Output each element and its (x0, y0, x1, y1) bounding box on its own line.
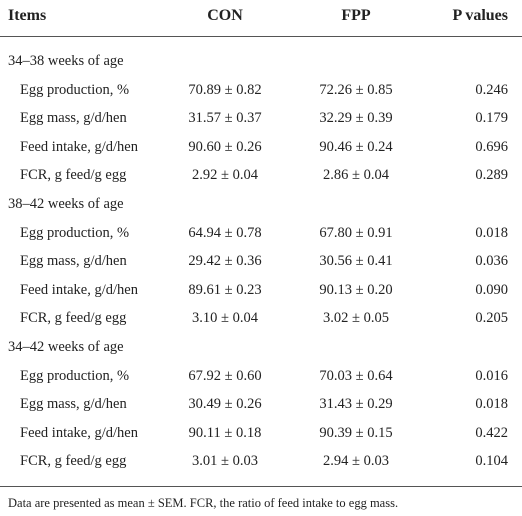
cell-value: 30.56 ± 0.41 (319, 253, 393, 270)
cell-value: 3.10 ± 0.04 (192, 310, 258, 327)
row-label: FCR, g feed/g egg (20, 453, 127, 470)
cell-value: 90.39 ± 0.15 (319, 424, 393, 441)
cell-value: 0.036 (475, 253, 508, 270)
row-label: FCR, g feed/g egg (20, 310, 127, 327)
cell-value: 0.246 (475, 81, 508, 98)
row-label: FCR, g feed/g egg (20, 167, 127, 184)
cell-value: 0.696 (475, 138, 508, 155)
header-cell: P values (452, 7, 508, 24)
header-cell: CON (207, 7, 243, 24)
cell-value: 64.94 ± 0.78 (188, 224, 262, 241)
row-label: Egg mass, g/d/hen (20, 396, 127, 413)
cell-value: 90.60 ± 0.26 (188, 138, 262, 155)
cell-value: 70.03 ± 0.64 (319, 367, 393, 384)
row-label: Egg mass, g/d/hen (20, 253, 127, 270)
cell-value: 2.86 ± 0.04 (323, 167, 389, 184)
cell-value: 0.016 (475, 367, 508, 384)
cell-value: 32.29 ± 0.39 (319, 110, 393, 127)
cell-value: 31.57 ± 0.37 (188, 110, 262, 127)
header-rule (0, 36, 522, 37)
cell-value: 0.018 (475, 396, 508, 413)
row-label: Egg production, % (20, 81, 130, 98)
row-label: Feed intake, g/d/hen (20, 138, 138, 155)
cell-value: 2.92 ± 0.04 (192, 167, 258, 184)
cell-value: 70.89 ± 0.82 (188, 81, 262, 98)
cell-value: 30.49 ± 0.26 (188, 396, 262, 413)
section-title: 34–38 weeks of age (8, 53, 124, 69)
cell-value: 0.018 (475, 224, 508, 241)
cell-value: 90.46 ± 0.24 (319, 138, 393, 155)
cell-value: 90.13 ± 0.20 (319, 281, 393, 298)
row-label: Egg production, % (20, 224, 130, 241)
cell-value: 0.422 (475, 424, 508, 441)
bottom-rule (0, 486, 522, 487)
cell-value: 3.01 ± 0.03 (192, 453, 258, 470)
cell-value: 0.090 (475, 281, 508, 298)
row-label: Feed intake, g/d/hen (20, 424, 138, 441)
footnote: Data are presented as mean ± SEM. FCR, t… (8, 496, 399, 510)
row-label: Egg mass, g/d/hen (20, 110, 127, 127)
section-title: 34–42 weeks of age (8, 339, 124, 355)
row-label: Feed intake, g/d/hen (20, 281, 138, 298)
cell-value: 90.11 ± 0.18 (188, 424, 262, 441)
cell-value: 2.94 ± 0.03 (323, 453, 389, 470)
cell-value: 0.104 (475, 453, 508, 470)
header-cell: FPP (341, 7, 371, 24)
cell-value: 31.43 ± 0.29 (319, 396, 393, 413)
row-label: Egg production, % (20, 367, 130, 384)
section-title: 38–42 weeks of age (8, 196, 124, 212)
cell-value: 67.92 ± 0.60 (188, 367, 262, 384)
cell-value: 0.289 (475, 167, 508, 184)
header-cell: Items (8, 7, 47, 24)
cell-value: 72.26 ± 0.85 (319, 81, 393, 98)
cell-value: 0.179 (475, 110, 508, 127)
cell-value: 29.42 ± 0.36 (188, 253, 262, 270)
cell-value: 3.02 ± 0.05 (323, 310, 389, 327)
cell-value: 0.205 (475, 310, 508, 327)
cell-value: 67.80 ± 0.91 (319, 224, 393, 241)
cell-value: 89.61 ± 0.23 (188, 281, 262, 298)
